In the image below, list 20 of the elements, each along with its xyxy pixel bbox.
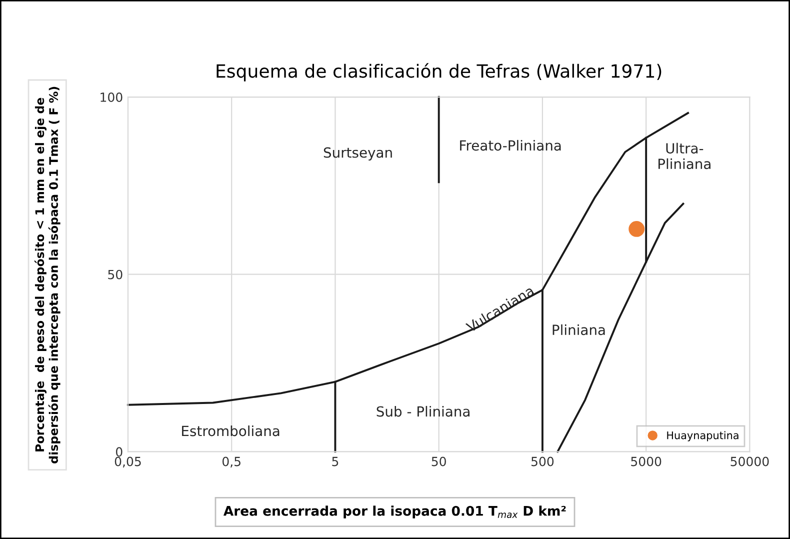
x-tick-label: 0,05 <box>114 456 141 468</box>
x-tick-label: 50000 <box>730 456 769 466</box>
x-axis-title: Area encerrada por la isopaca 0.01 T$_{max}$ D km² <box>223 506 566 518</box>
annotation: Estromboliana <box>182 425 280 436</box>
x-tick-label: 5000 <box>631 456 662 466</box>
y-tick-label: 100 <box>100 92 122 102</box>
annotation: Pliniana <box>552 324 605 336</box>
chart-title: Esquema de clasificación de Tefras (Walker 1971) <box>216 63 662 82</box>
x-tick-label: 50 <box>432 456 446 466</box>
y-tick-label: 0 <box>116 447 122 457</box>
legend-label: Huaynaputina <box>667 431 738 442</box>
y-axis-title: Porcentaje de peso del depósito < 1 mm en el eje de dispersión que intercepta con la isópaca 0.1 Tmax ( F %) <box>34 86 60 464</box>
annotation: Ultra- Pliniana <box>658 142 710 170</box>
y-tick-label: 50 <box>108 270 122 280</box>
x-tick-label: 0,5 <box>222 456 240 468</box>
annotation: Surtseyan <box>324 147 392 160</box>
annotation: Sub - Pliniana <box>376 406 470 417</box>
annotation: Freato-Pliniana <box>460 140 561 151</box>
x-tick-label: 5 <box>332 456 338 466</box>
x-tick-label: 500 <box>532 456 554 466</box>
